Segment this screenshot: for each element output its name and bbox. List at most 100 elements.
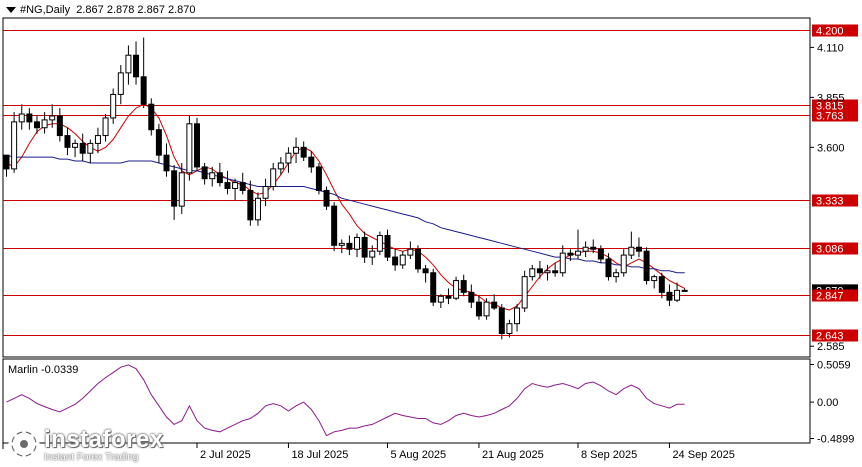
candle (536, 260, 543, 279)
candle-body-bear (460, 280, 467, 293)
candle-body-bear (414, 248, 421, 270)
candle-body-bear (148, 103, 155, 131)
candle (491, 294, 498, 310)
candle-body-bear (315, 166, 322, 191)
candle-body-bear (536, 268, 543, 274)
candle (468, 284, 475, 309)
candle-body-bear (605, 258, 612, 278)
candle-body-bull (613, 272, 620, 278)
candle-body-bear (79, 142, 86, 154)
candle-body-bull (178, 172, 185, 207)
candle-body-bear (216, 172, 223, 184)
candle-body-bull (651, 276, 658, 282)
level-price-tag (812, 109, 858, 122)
candle-body-bull (369, 250, 376, 258)
candle (514, 304, 521, 332)
price-tick-label: 4.110 (817, 42, 844, 54)
candle (323, 186, 330, 211)
level-price-label: 2.847 (816, 291, 844, 303)
candle (567, 249, 574, 261)
candle (384, 229, 391, 261)
candle-body-bear (33, 121, 40, 129)
candle-body-bear (3, 154, 10, 170)
candle-body-bear (56, 115, 63, 137)
candle-body-bull (232, 182, 239, 189)
candle (262, 178, 269, 207)
time-tick-label: 18 Jul 2025 (291, 449, 348, 461)
candle-body-bull (559, 252, 566, 274)
oscillator-panel-frame (2, 358, 811, 444)
candle (49, 104, 56, 128)
candle (239, 172, 246, 195)
candle-body-bull (110, 93, 117, 119)
level-price-tag (812, 194, 858, 207)
candle-body-bull (582, 246, 589, 252)
price-tick-label: 3.855 (817, 92, 845, 104)
candle (163, 143, 170, 177)
symbol-label: #NG,Daily (20, 4, 71, 16)
candle-body-bear (392, 256, 399, 266)
collapse-triangle-icon[interactable] (6, 7, 16, 14)
candle-body-bull (72, 142, 79, 148)
candle-body-bull (49, 115, 56, 121)
candle-body-bull (681, 289, 688, 292)
candle-body-bear (468, 291, 475, 303)
candle (254, 192, 261, 226)
candle (521, 270, 528, 312)
candle (270, 163, 277, 191)
candle (41, 112, 48, 134)
candle-body-bull (117, 72, 124, 95)
candle (72, 139, 79, 158)
candle (361, 231, 368, 263)
instaforex-watermark: instaforex Instant Forex Trading (4, 424, 179, 464)
time-tick-label: 21 Aug 2025 (482, 449, 544, 461)
candle-body-bull (620, 254, 627, 274)
candle-body-bear (247, 189, 254, 221)
candle-body-bear (155, 129, 162, 156)
candle (18, 104, 25, 130)
candle (369, 245, 376, 265)
candle (247, 180, 254, 226)
candle-body-bull (514, 307, 521, 325)
candle-body-bear (361, 236, 368, 258)
candle (209, 166, 216, 187)
candle (331, 202, 338, 252)
candle (338, 239, 345, 254)
price-axis: 4.110 3.855 3.600 2.585 (810, 42, 845, 353)
candle (79, 133, 86, 162)
time-tick-label: 24 Sep 2025 (672, 449, 734, 461)
candle-body-bull (354, 236, 361, 250)
level-price-tag (812, 289, 858, 302)
candle-body-bull (437, 295, 444, 303)
candle (110, 88, 117, 124)
marlin-oscillator-line (6, 364, 685, 437)
candle-body-bear (171, 170, 178, 207)
candle (94, 127, 101, 154)
candle-body-bear (308, 156, 315, 168)
candle (437, 294, 444, 309)
candle (293, 137, 300, 164)
candle-body-bull (102, 117, 109, 137)
price-tick-label: 3.600 (817, 142, 845, 154)
candle-body-bull (285, 152, 292, 164)
candle (559, 245, 566, 277)
candle (3, 154, 10, 177)
candle (346, 235, 353, 256)
candle-body-bull (270, 168, 277, 188)
candle (445, 288, 452, 305)
indicator-label: Marlin -0.0339 (8, 364, 79, 376)
osc-tick-label: 0.5059 (817, 360, 851, 372)
candle (125, 45, 132, 85)
candle-body-bear (331, 205, 338, 246)
time-axis: 2 Jul 2025 18 Jul 2025 5 Aug 2025 21 Aug 20… (196, 443, 735, 461)
candle (407, 241, 414, 260)
candle-body-bull (628, 246, 635, 256)
candle (232, 178, 239, 201)
candle (148, 98, 155, 136)
candle (64, 127, 71, 156)
candle-body-bull (125, 54, 132, 74)
candle (597, 245, 604, 263)
level-price-label: 3.763 (816, 111, 844, 123)
